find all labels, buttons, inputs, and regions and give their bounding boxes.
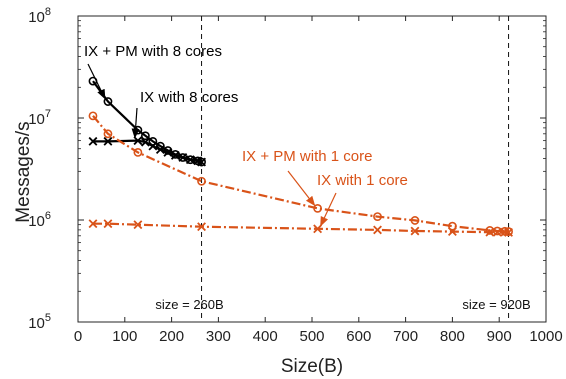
y-tick-exponent: 7 [45, 108, 51, 120]
y-tick-exponent: 5 [45, 312, 51, 324]
data-point [447, 227, 457, 237]
y-tick-label: 107 [28, 108, 51, 128]
annotation-label: IX + PM with 8 cores [84, 43, 222, 60]
data-point [492, 227, 502, 237]
series-line [92, 115, 509, 233]
data-point [504, 228, 513, 237]
data-point [88, 219, 98, 229]
data-point [313, 203, 323, 213]
data-point [178, 153, 188, 162]
plot-area: 0 100 200 300 400 500 600 700 800 900 100010510610… [28, 6, 563, 345]
data-point [133, 220, 143, 230]
data-point [373, 225, 382, 235]
data-point [103, 129, 113, 139]
data-point [163, 147, 173, 157]
data-point [140, 137, 150, 147]
data-point [88, 111, 98, 121]
x-tick-label: 100 [112, 328, 137, 345]
y-tick-base: 10 [28, 315, 45, 332]
data-point [197, 157, 206, 167]
y-tick-base: 10 [28, 111, 45, 128]
data-point [185, 155, 195, 165]
data-point [197, 176, 206, 186]
data-point [155, 145, 165, 155]
annotation-arrow [320, 192, 337, 227]
reference-line-label: size = 260B [155, 297, 223, 312]
y-tick-base: 10 [28, 213, 45, 230]
data-point [410, 226, 420, 236]
series-line [93, 222, 509, 234]
annotation-label: IX with 1 core [317, 172, 408, 189]
data-point [410, 216, 420, 225]
data-point [148, 141, 158, 151]
data-point [88, 136, 98, 146]
data-point [103, 219, 113, 229]
x-tick-label: 900 [487, 328, 512, 345]
x-tick-label: 400 [253, 328, 278, 345]
x-tick-label: 200 [159, 328, 184, 345]
x-tick-label: 500 [299, 328, 324, 345]
data-point [373, 212, 382, 221]
x-tick-label: 1000 [529, 328, 562, 345]
data-point [133, 147, 143, 157]
data-point [447, 221, 457, 231]
data-point [103, 97, 113, 106]
x-tick-label: 800 [440, 328, 465, 345]
x-tick-label: 0 [74, 328, 82, 345]
reference-line-label: size = 920B [462, 297, 530, 312]
x-tick-label: 300 [206, 328, 231, 345]
annotation-label: IX + PM with 1 core [242, 148, 372, 165]
data-point [103, 136, 113, 146]
data-point [170, 150, 180, 160]
data-point [313, 224, 323, 234]
annotation-arrow [131, 107, 140, 139]
x-tick-label: 700 [393, 328, 418, 345]
y-tick-base: 10 [28, 9, 45, 26]
annotation-arrow [87, 63, 106, 100]
y-tick-label: 106 [28, 210, 51, 230]
y-axis-label: Messages/s [13, 121, 34, 222]
y-tick-label: 108 [28, 6, 51, 26]
series-3 [88, 219, 513, 237]
data-point [140, 131, 150, 141]
x-tick-label: 600 [346, 328, 371, 345]
series-1 [88, 136, 206, 167]
x-axis-label: Size(B) [281, 356, 343, 377]
data-point [197, 222, 206, 232]
series-2 [88, 111, 513, 236]
y-tick-exponent: 6 [45, 210, 51, 222]
annotation-label: IX with 8 cores [140, 89, 238, 106]
y-tick-exponent: 8 [45, 6, 51, 18]
y-tick-label: 105 [28, 312, 51, 332]
axes-frame [77, 15, 547, 323]
data-point [485, 227, 495, 237]
annotation-arrow [287, 170, 316, 207]
